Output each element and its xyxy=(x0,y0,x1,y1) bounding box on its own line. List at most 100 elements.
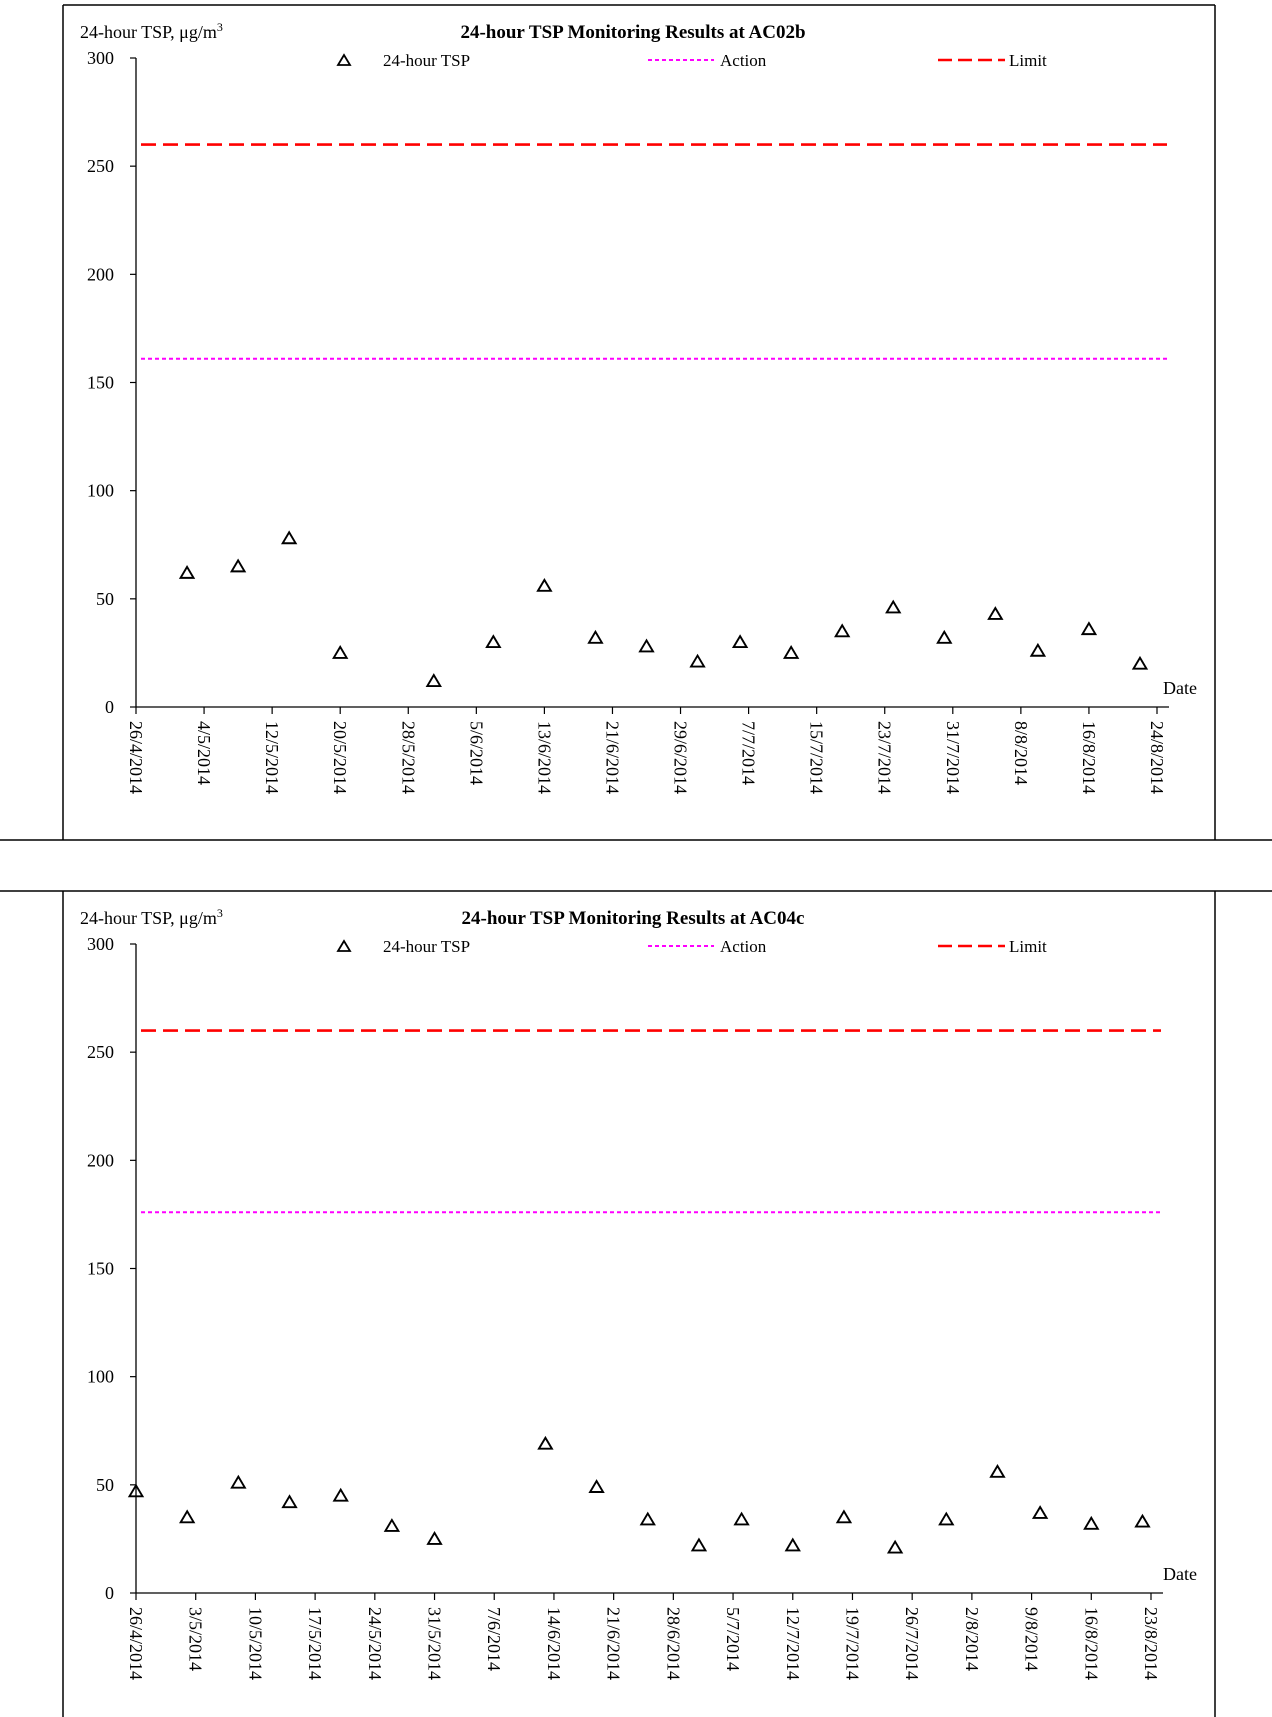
data-point xyxy=(332,1487,349,1502)
x-tick-label: 26/4/2014 xyxy=(126,1607,146,1680)
y-tick-label: 50 xyxy=(96,589,114,609)
legend-label-limit: Limit xyxy=(1009,51,1047,70)
data-point xyxy=(230,1474,247,1489)
data-point xyxy=(1083,1515,1100,1530)
data-point xyxy=(936,629,953,644)
x-axis-label: Date xyxy=(1163,678,1197,698)
x-tick-label: 12/7/2014 xyxy=(783,1607,803,1680)
x-tick-label: 13/6/2014 xyxy=(534,721,554,794)
data-point xyxy=(639,1511,656,1526)
data-point xyxy=(1131,655,1149,670)
x-tick-label: 5/7/2014 xyxy=(723,1607,743,1671)
data-point xyxy=(1134,1513,1151,1528)
data-point xyxy=(426,1531,443,1545)
y-tick-label: 0 xyxy=(105,697,114,717)
x-tick-label: 26/7/2014 xyxy=(902,1607,922,1680)
y-tick-label: 100 xyxy=(87,1367,114,1387)
x-tick-label: 31/7/2014 xyxy=(943,721,963,794)
data-point xyxy=(383,1518,401,1532)
data-point xyxy=(835,1509,853,1524)
data-point xyxy=(690,1537,708,1552)
page-borders xyxy=(0,4,1272,1717)
data-point xyxy=(332,645,349,659)
data-point xyxy=(834,623,851,638)
data-point xyxy=(536,577,553,592)
y-tick-label: 150 xyxy=(87,373,114,393)
data-point xyxy=(229,558,247,573)
y-tick-label: 300 xyxy=(87,48,114,68)
data-point xyxy=(587,629,604,644)
x-tick-label: 2/8/2014 xyxy=(962,1607,982,1671)
legend-label-tsp: 24-hour TSP xyxy=(383,51,470,70)
x-tick-label: 12/5/2014 xyxy=(262,721,282,794)
chart-ac02b: 24-hour TSP Monitoring Results at AC02b … xyxy=(80,20,1197,794)
data-point xyxy=(733,1511,750,1526)
data-point xyxy=(425,673,442,687)
x-tick-label: 7/7/2014 xyxy=(739,721,759,785)
x-tick-label: 17/5/2014 xyxy=(305,1607,325,1680)
data-point xyxy=(537,1435,554,1450)
chart-ac04c: 24-hour TSP Monitoring Results at AC04c … xyxy=(80,906,1197,1680)
y-axis-label: 24-hour TSP, μg/m3 xyxy=(80,906,223,928)
y-tick-label: 250 xyxy=(87,1042,114,1062)
data-point xyxy=(485,634,502,649)
chart-title: 24-hour TSP Monitoring Results at AC04c xyxy=(462,908,805,929)
x-tick-label: 21/6/2014 xyxy=(604,1607,624,1680)
x-tick-label: 24/8/2014 xyxy=(1147,721,1167,794)
x-tick-label: 23/8/2014 xyxy=(1141,1607,1161,1680)
data-point xyxy=(731,634,749,649)
x-tick-label: 10/5/2014 xyxy=(245,1607,265,1680)
x-tick-label: 28/6/2014 xyxy=(663,1607,683,1680)
x-tick-label: 15/7/2014 xyxy=(807,721,827,794)
data-point xyxy=(588,1479,605,1493)
data-point xyxy=(179,1509,196,1524)
x-tick-label: 16/8/2014 xyxy=(1079,721,1099,794)
x-tick-label: 5/6/2014 xyxy=(466,721,486,785)
y-axis-label-superscript: 3 xyxy=(217,906,223,920)
x-tick-label: 8/8/2014 xyxy=(1011,721,1031,785)
x-axis-label: Date xyxy=(1163,1564,1197,1584)
y-tick-label: 0 xyxy=(105,1583,114,1603)
legend: 24-hour TSP Action Limit xyxy=(336,51,1047,70)
x-tick-label: 31/5/2014 xyxy=(425,1607,445,1680)
x-tick-label: 20/5/2014 xyxy=(330,721,350,794)
data-point xyxy=(1031,1505,1049,1519)
x-tick-label: 29/6/2014 xyxy=(671,721,691,794)
x-tick-label: 26/4/2014 xyxy=(126,721,146,794)
data-point xyxy=(987,606,1004,620)
data-point xyxy=(885,599,902,614)
x-tick-label: 16/8/2014 xyxy=(1081,1607,1101,1680)
x-tick-label: 4/5/2014 xyxy=(194,721,214,785)
y-tick-label: 150 xyxy=(87,1259,114,1279)
data-point xyxy=(178,565,196,579)
y-tick-label: 300 xyxy=(87,934,114,954)
data-point xyxy=(689,653,706,668)
legend-label-tsp: 24-hour TSP xyxy=(383,937,470,956)
data-point xyxy=(281,1494,298,1509)
x-tick-label: 9/8/2014 xyxy=(1022,1607,1042,1671)
data-point xyxy=(1029,642,1047,657)
data-point xyxy=(280,530,298,545)
x-tick-label: 21/6/2014 xyxy=(602,721,622,794)
legend-triangle-marker xyxy=(336,53,352,66)
x-tick-label: 3/5/2014 xyxy=(186,1607,206,1671)
data-point xyxy=(938,1511,955,1526)
legend-triangle-marker xyxy=(336,939,352,952)
data-point xyxy=(1080,621,1098,636)
x-tick-label: 7/6/2014 xyxy=(484,1607,504,1671)
data-point xyxy=(127,1483,145,1498)
legend-label-limit: Limit xyxy=(1009,937,1047,956)
chart-title: 24-hour TSP Monitoring Results at AC02b xyxy=(460,22,805,43)
y-axis-label: 24-hour TSP, μg/m3 xyxy=(80,20,223,42)
y-tick-label: 250 xyxy=(87,156,114,176)
legend-label-action: Action xyxy=(720,937,767,956)
y-tick-label: 100 xyxy=(87,481,114,501)
data-point xyxy=(886,1539,904,1554)
y-axis-label-superscript: 3 xyxy=(217,20,223,34)
data-point xyxy=(989,1463,1006,1478)
y-tick-label: 50 xyxy=(96,1475,114,1495)
x-tick-label: 19/7/2014 xyxy=(842,1607,862,1680)
data-point xyxy=(784,1537,801,1552)
legend-label-action: Action xyxy=(720,51,767,70)
